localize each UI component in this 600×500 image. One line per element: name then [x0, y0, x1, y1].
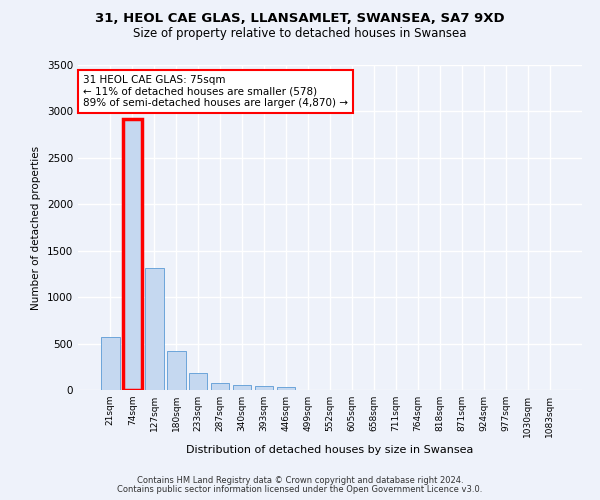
- Text: 31 HEOL CAE GLAS: 75sqm
← 11% of detached houses are smaller (578)
89% of semi-d: 31 HEOL CAE GLAS: 75sqm ← 11% of detache…: [83, 74, 348, 108]
- Text: Contains public sector information licensed under the Open Government Licence v3: Contains public sector information licen…: [118, 484, 482, 494]
- Bar: [167, 352, 185, 390]
- Bar: [101, 337, 119, 390]
- Bar: [145, 268, 164, 390]
- Bar: [277, 387, 295, 390]
- Text: Contains HM Land Registry data © Crown copyright and database right 2024.: Contains HM Land Registry data © Crown c…: [137, 476, 463, 485]
- X-axis label: Distribution of detached houses by size in Swansea: Distribution of detached houses by size …: [187, 446, 473, 456]
- Bar: [123, 119, 142, 390]
- Text: Size of property relative to detached houses in Swansea: Size of property relative to detached ho…: [133, 28, 467, 40]
- Bar: [189, 373, 208, 390]
- Bar: [255, 386, 274, 390]
- Bar: [233, 385, 251, 390]
- Bar: [211, 382, 229, 390]
- Y-axis label: Number of detached properties: Number of detached properties: [31, 146, 41, 310]
- Text: 31, HEOL CAE GLAS, LLANSAMLET, SWANSEA, SA7 9XD: 31, HEOL CAE GLAS, LLANSAMLET, SWANSEA, …: [95, 12, 505, 26]
